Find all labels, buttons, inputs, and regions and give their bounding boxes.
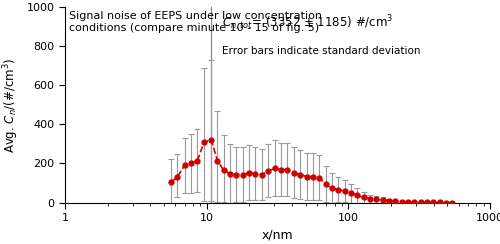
Text: $C_{n,tot}$= (3352 ± 1185) #/cm$^3$: $C_{n,tot}$= (3352 ± 1185) #/cm$^3$ — [222, 13, 394, 33]
Text: Signal noise of EEPS under low concentration
conditions (compare minute 10 - 15 : Signal noise of EEPS under low concentra… — [69, 11, 322, 33]
Text: Error bars indicate standard deviation: Error bars indicate standard deviation — [222, 46, 421, 56]
X-axis label: x/nm: x/nm — [262, 228, 294, 242]
Y-axis label: Avg. $C_n$/(#/cm$^3$): Avg. $C_n$/(#/cm$^3$) — [2, 57, 21, 152]
